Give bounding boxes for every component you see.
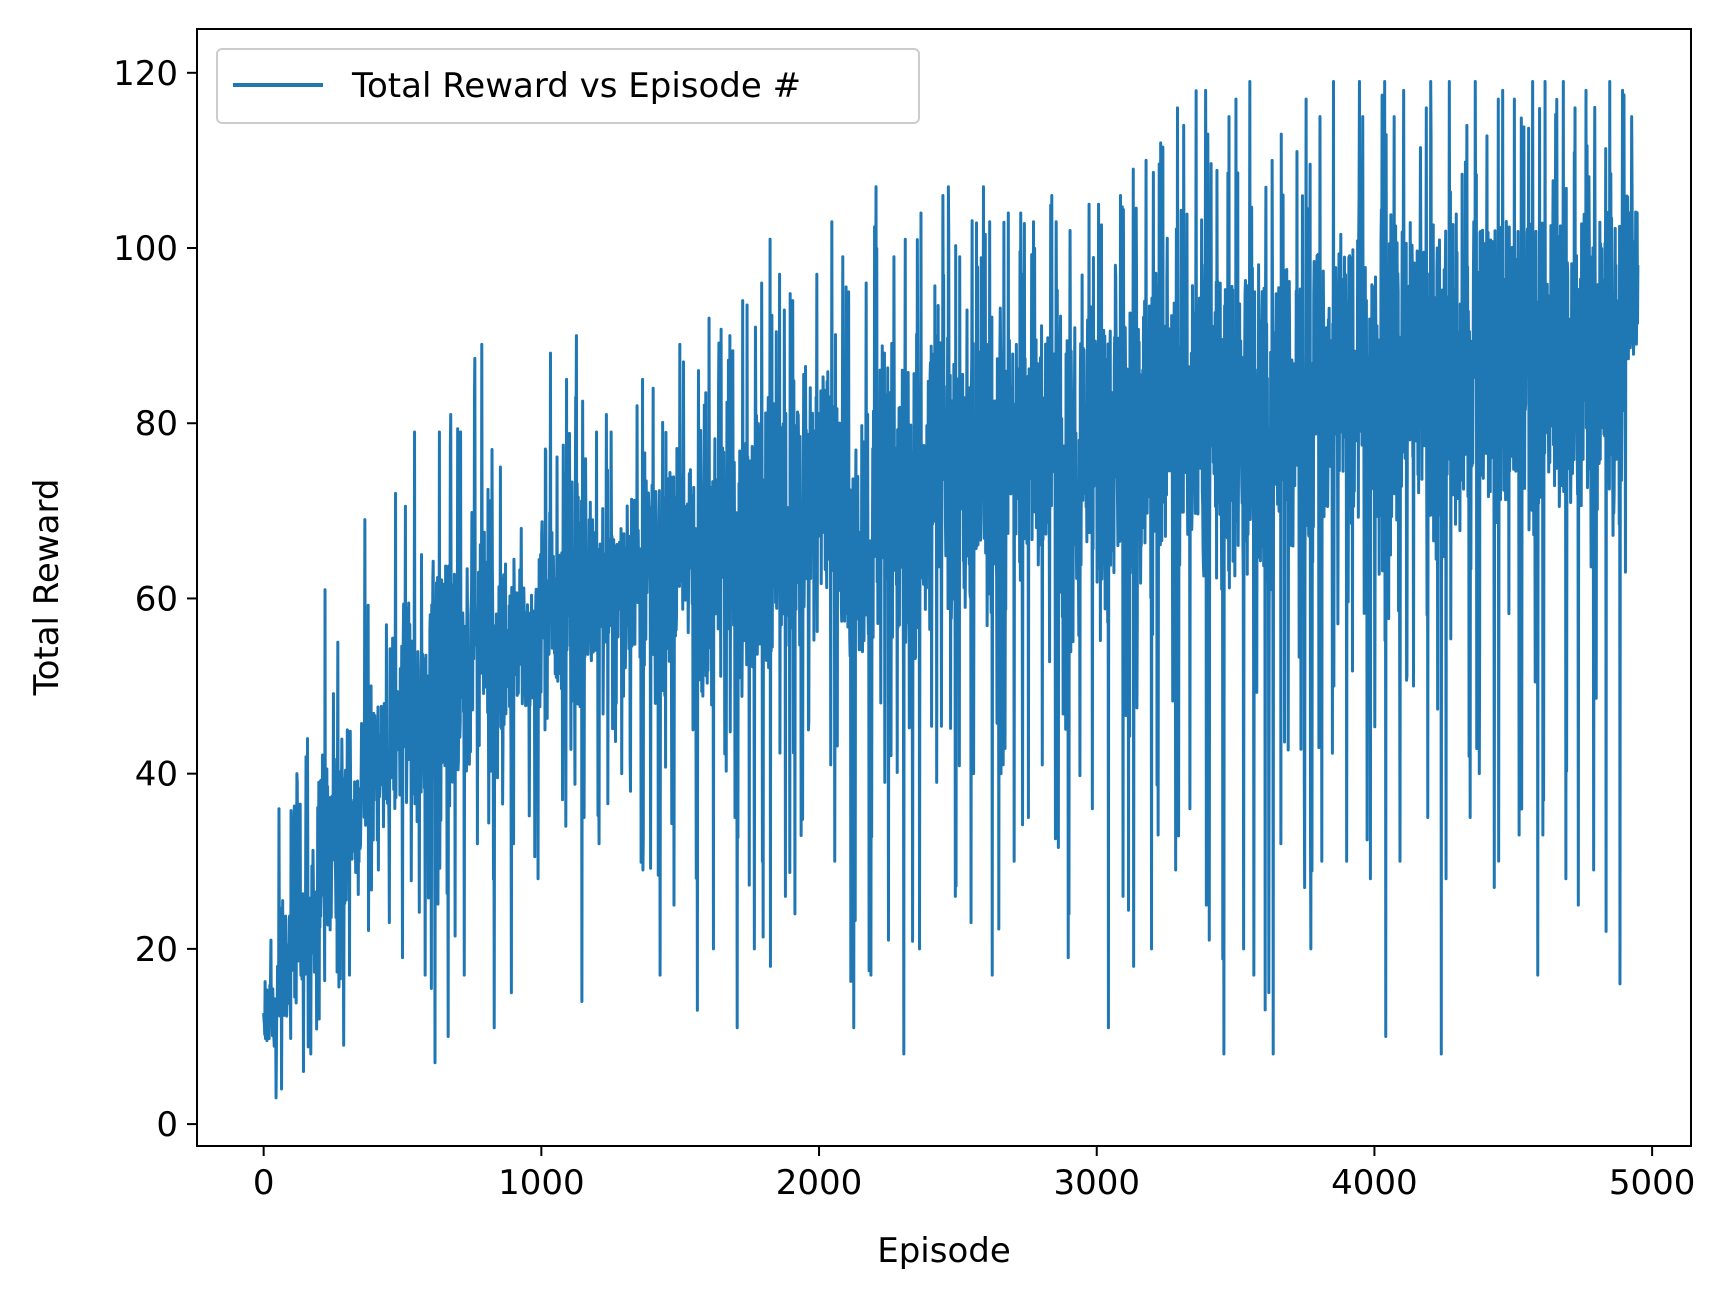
y-tick-label: 120	[113, 54, 178, 94]
y-tick-label: 60	[135, 579, 178, 619]
plot-area	[262, 80, 1640, 1100]
y-tick-label: 0	[156, 1105, 178, 1145]
x-axis-label: Episode	[877, 1231, 1011, 1271]
legend: Total Reward vs Episode #	[216, 48, 920, 124]
x-tick-label: 1000	[498, 1163, 585, 1203]
legend-entry-label: Total Reward vs Episode #	[351, 66, 801, 106]
y-tick-label: 80	[135, 404, 178, 444]
x-tick-label: 4000	[1331, 1163, 1418, 1203]
series-layer	[262, 80, 1640, 1100]
y-tick-label: 40	[135, 755, 178, 795]
y-axis: 0 20 40 60 80 100 120	[113, 54, 197, 1145]
series-line-total-reward	[262, 80, 1640, 1100]
legend-box	[216, 48, 920, 124]
axes-frame	[196, 28, 1692, 1147]
y-tick-label: 20	[135, 930, 178, 970]
x-tick-label: 2000	[776, 1163, 863, 1203]
x-axis: 0 1000 2000 3000 4000 5000	[253, 1146, 1696, 1203]
x-tick-label: 5000	[1609, 1163, 1696, 1203]
y-tick-label: 100	[113, 229, 178, 269]
x-tick-label: 3000	[1053, 1163, 1140, 1203]
x-tick-label: 0	[253, 1163, 275, 1203]
y-axis-label: Total Reward	[27, 479, 67, 697]
